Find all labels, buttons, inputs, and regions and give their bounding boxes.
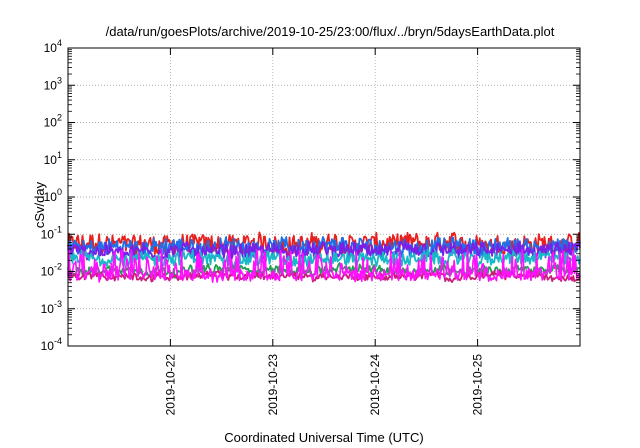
x-tick-label: 2019-10-25 (471, 354, 485, 416)
y-tick-label: 101 (44, 150, 62, 167)
tick-group: 10-4 10-3 10-2 10-1 100 101 102 103 104 2019-10-2… (41, 38, 580, 415)
y-tick-label: 10-4 (41, 336, 62, 353)
y-tick-label: 100 (44, 187, 62, 204)
y-tick-label: 103 (44, 75, 62, 92)
y-tick-label: 10-1 (41, 224, 62, 241)
x-tick-label: 2019-10-23 (266, 354, 280, 416)
series-line (67, 248, 581, 270)
y-tick-label: 104 (44, 38, 62, 55)
series-line (67, 236, 581, 260)
y-tick-label: 10-3 (41, 299, 62, 316)
x-axis-label: Coordinated Universal Time (UTC) (224, 430, 423, 445)
grid-lines (68, 48, 580, 346)
series-group (67, 231, 581, 284)
y-tick-label: 102 (44, 113, 62, 130)
series-line (67, 248, 581, 284)
y-axis-label: cSv/day (32, 181, 47, 228)
chart-title: /data/run/goesPlots/archive/2019-10-25/2… (106, 24, 555, 39)
y-tick-label: 10-2 (41, 262, 62, 279)
x-tick-label: 2019-10-24 (368, 354, 382, 416)
x-tick-label: 2019-10-22 (163, 354, 177, 416)
